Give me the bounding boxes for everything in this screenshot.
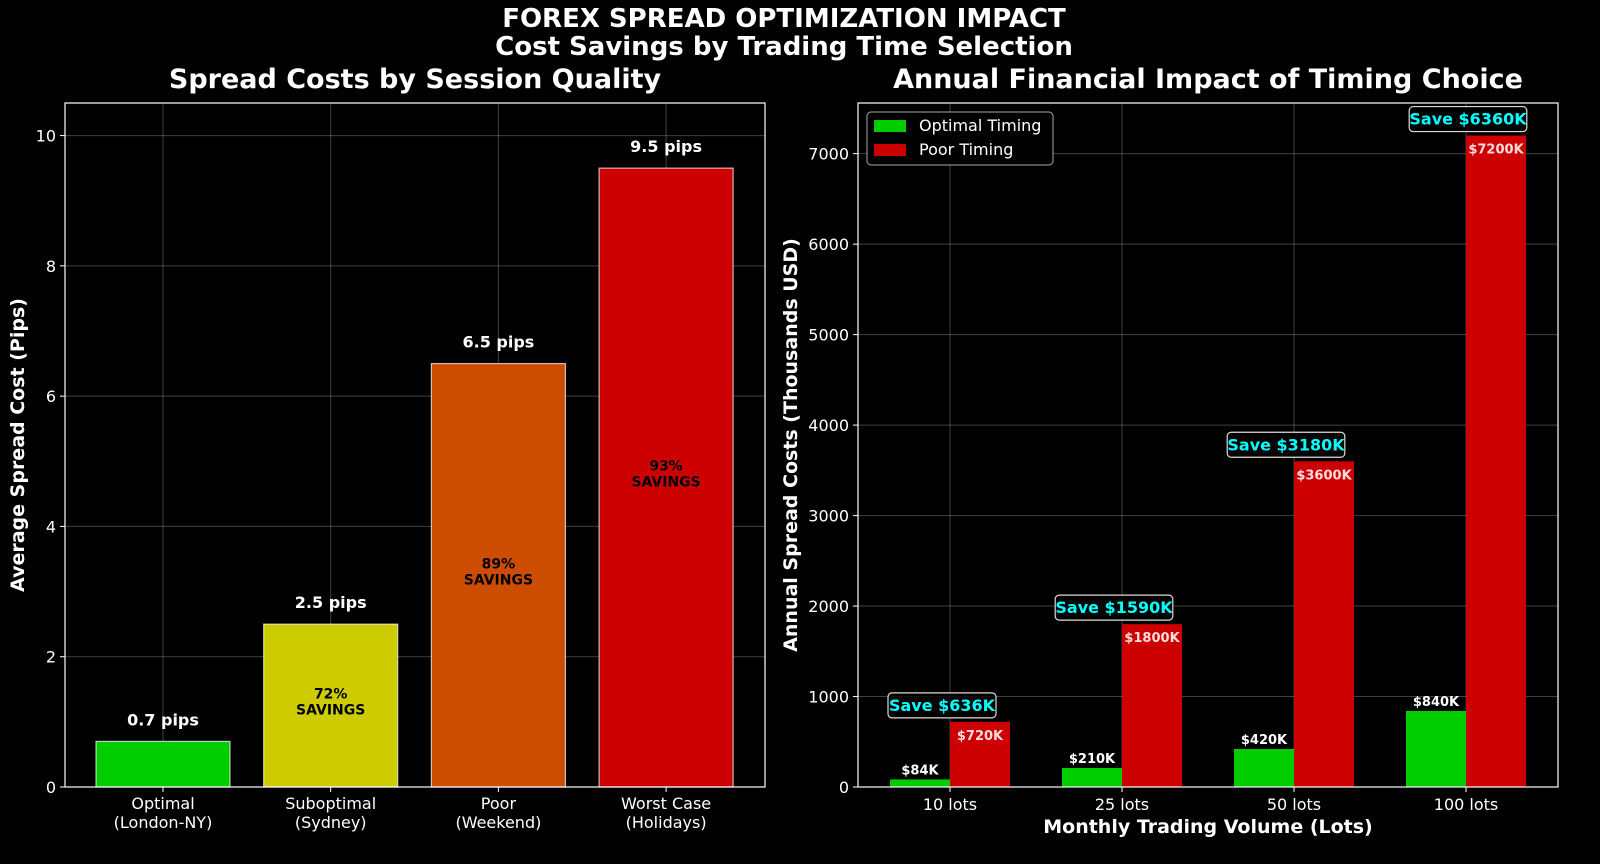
y-axis-label: Average Spread Cost (Pips) <box>7 298 29 592</box>
savings-annotation: Save $3180K <box>1227 435 1345 454</box>
x-tick-label: 10 lots <box>923 795 977 814</box>
y-tick-label: 6000 <box>808 235 849 254</box>
suptitle-line-1: FOREX SPREAD OPTIMIZATION IMPACT <box>502 4 1066 34</box>
savings-percent: 89% <box>482 556 516 572</box>
x-tick-label: 25 lots <box>1095 795 1149 814</box>
savings-annotation-box <box>1054 594 1174 621</box>
y-tick-label: 6 <box>46 387 56 406</box>
y-axis-label: Annual Spread Costs (Thousands USD) <box>780 238 802 652</box>
x-tick-label: 100 lots <box>1434 795 1498 814</box>
data-label: $7200K <box>1468 143 1524 158</box>
savings-label: SAVINGS <box>464 572 533 588</box>
y-tick-label: 10 <box>36 127 56 146</box>
y-tick-label: 2000 <box>808 597 849 616</box>
optimal-bar <box>1062 768 1122 787</box>
chart-title: Spread Costs by Session Quality <box>169 64 662 95</box>
data-label: $1800K <box>1124 631 1180 646</box>
y-tick-label: 2 <box>46 648 56 667</box>
bar-0 <box>95 740 231 788</box>
axes-frame <box>857 102 1559 788</box>
y-tick-label: 0 <box>839 778 849 797</box>
poor-bar <box>950 721 1010 787</box>
y-tick-label: 0 <box>46 778 56 797</box>
optimal-bar <box>1234 749 1294 787</box>
legend-label: Poor Timing <box>919 140 1013 159</box>
savings-percent: 72% <box>314 687 348 703</box>
data-label: $84K <box>901 763 939 778</box>
bar-3 <box>598 167 734 788</box>
right-chart: 0 1000 2000 3000 4000 5000 6000 7000 $84K $720K Sa… <box>780 64 1559 838</box>
y-tick-label: 3000 <box>808 507 849 526</box>
x-axis-label: Monthly Trading Volume (Lots) <box>1043 816 1373 838</box>
x-tick-label: Suboptimal <box>285 794 376 813</box>
savings-annotation: Save $636K <box>889 696 996 715</box>
chart-title: Annual Financial Impact of Timing Choice <box>893 64 1523 95</box>
data-label: 6.5 pips <box>462 333 534 352</box>
x-tick-label: (London-NY) <box>114 813 213 832</box>
legend-label: Optimal Timing <box>919 116 1041 135</box>
y-tick-label: 7000 <box>808 145 849 164</box>
y-tick-label: 4 <box>46 517 56 536</box>
y-tick-label: 5000 <box>808 326 849 345</box>
legend-swatch <box>874 144 906 156</box>
savings-annotation-box <box>887 692 997 719</box>
bar-1 <box>263 623 399 788</box>
data-label: $210K <box>1069 752 1116 767</box>
data-label: $840K <box>1413 695 1460 710</box>
bar-2 <box>430 362 566 788</box>
savings-annotation: Save $6360K <box>1409 110 1527 129</box>
x-tick-label: Poor <box>481 794 517 813</box>
y-tick-label: 8 <box>46 257 56 276</box>
x-tick-label: Worst Case <box>621 794 711 813</box>
optimal-bar <box>890 779 950 787</box>
poor-bar <box>1294 461 1354 787</box>
x-tick-label: Optimal <box>131 794 194 813</box>
data-label: 0.7 pips <box>127 710 199 729</box>
y-tick-label: 1000 <box>808 688 849 707</box>
optimal-bar <box>1406 711 1466 787</box>
left-chart: 0 2 4 6 8 10 0.7 pips Optimal(London-NY) 2.5 pip… <box>7 64 766 832</box>
axes-frame <box>64 102 766 788</box>
x-tick-label: (Weekend) <box>455 813 541 832</box>
data-label: $720K <box>957 729 1004 744</box>
savings-annotation-box <box>1226 431 1346 458</box>
x-tick-label: (Sydney) <box>295 813 367 832</box>
x-tick-label: 50 lots <box>1267 795 1321 814</box>
savings-annotation: Save $1590K <box>1055 598 1173 617</box>
y-tick-label: 4000 <box>808 416 849 435</box>
savings-label: SAVINGS <box>631 475 700 491</box>
legend-box <box>866 111 1054 166</box>
data-label: $3600K <box>1296 468 1352 483</box>
x-tick-label: (Holidays) <box>626 813 707 832</box>
savings-percent: 93% <box>649 459 683 475</box>
savings-label: SAVINGS <box>296 703 365 719</box>
data-label: $420K <box>1241 733 1288 748</box>
legend-swatch <box>874 120 906 132</box>
poor-bar <box>1122 624 1182 787</box>
poor-bar <box>1466 135 1526 788</box>
data-label: 9.5 pips <box>630 137 702 156</box>
savings-annotation-box <box>1408 105 1528 133</box>
data-label: 2.5 pips <box>295 593 367 612</box>
suptitle-line-2: Cost Savings by Trading Time Selection <box>495 32 1073 62</box>
